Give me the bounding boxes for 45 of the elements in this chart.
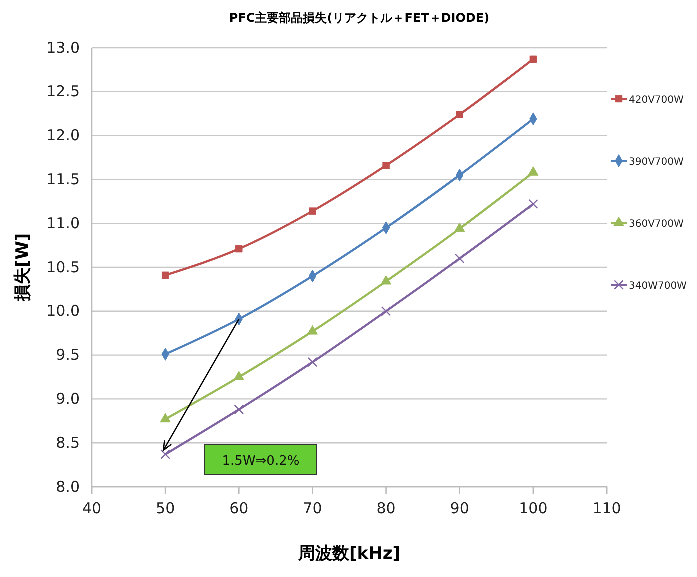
point xyxy=(162,272,170,280)
point xyxy=(308,357,318,368)
x-tick-label: 110 xyxy=(592,500,622,518)
y-tick-label: 9.0 xyxy=(56,390,80,408)
point xyxy=(530,56,538,64)
x-tick-label: 40 xyxy=(82,500,102,518)
y-tick-label: 10.0 xyxy=(46,302,80,320)
y-tick-label: 11.5 xyxy=(46,170,80,188)
y-tick-label: 12.5 xyxy=(46,82,80,101)
point xyxy=(160,450,170,460)
y-tick-label: 8.0 xyxy=(56,478,80,496)
annotation: 1.5W⇒0.2% xyxy=(222,454,300,469)
x-tick-label: 90 xyxy=(450,500,470,518)
y-tick-label: 13.0 xyxy=(46,38,80,57)
point xyxy=(307,325,318,335)
point xyxy=(454,222,466,232)
x-tick-label: 80 xyxy=(376,500,396,518)
legend-label: 390V700W xyxy=(629,157,684,168)
point xyxy=(456,111,464,118)
y-axis-title: 損失[W] xyxy=(13,233,33,303)
chart-title: PFC主要部品損失(リアクトル＋FET＋DIODE) xyxy=(229,11,490,25)
x-tick-label: 60 xyxy=(230,500,249,518)
legend-label: 340W700W xyxy=(629,281,688,292)
point xyxy=(234,404,244,415)
y-tick-label: 9.5 xyxy=(56,346,80,364)
x-tick-label: 70 xyxy=(303,500,322,518)
point xyxy=(381,306,392,316)
y-tick-label: 12.0 xyxy=(46,126,80,145)
legend-label: 420V700W xyxy=(629,95,684,106)
point xyxy=(382,162,390,170)
x-tick-label: 100 xyxy=(519,500,548,518)
y-tick-label: 10.5 xyxy=(46,258,80,276)
point xyxy=(309,208,316,215)
point xyxy=(160,413,171,423)
legend-label: 360V700W xyxy=(629,219,684,230)
y-tick-label: 8.5 xyxy=(56,434,80,452)
point xyxy=(454,254,465,264)
point xyxy=(528,166,539,176)
point xyxy=(234,371,244,380)
x-tick-label: 50 xyxy=(156,500,176,518)
y-tick-label: 11.0 xyxy=(46,214,80,232)
x-axis-title: 周波数[kHz] xyxy=(298,544,400,564)
point xyxy=(528,199,538,210)
point xyxy=(380,275,392,285)
point xyxy=(236,245,243,253)
